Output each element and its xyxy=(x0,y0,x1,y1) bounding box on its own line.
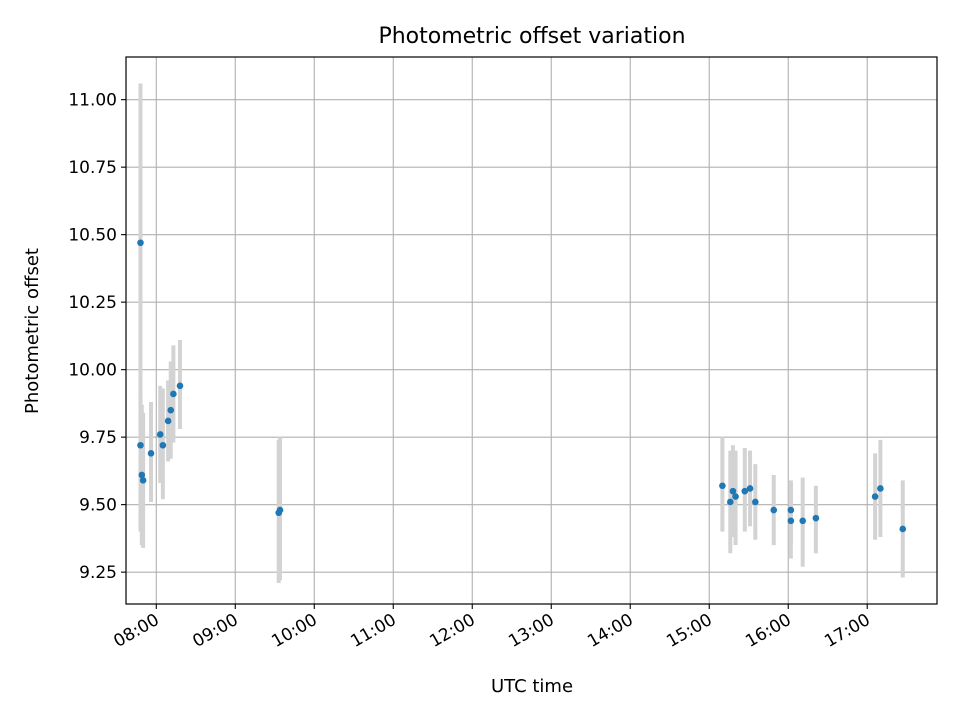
data-point xyxy=(871,493,879,500)
y-tick-label: 9.75 xyxy=(79,428,117,448)
data-point xyxy=(137,239,144,247)
y-axis-ticks: 9.25 9.50 9.75 10.00 10.25 10.50 10.75 11.00 xyxy=(68,91,126,583)
data-point xyxy=(170,390,177,398)
chart-title: Photometric offset variation xyxy=(378,24,685,49)
data-point xyxy=(727,498,734,506)
data-point xyxy=(746,485,754,492)
y-tick-label: 10.75 xyxy=(68,158,117,178)
data-point xyxy=(137,441,144,449)
data-point xyxy=(159,441,167,449)
data-point xyxy=(812,514,820,522)
y-tick-label: 10.00 xyxy=(68,361,117,381)
y-tick-label: 10.50 xyxy=(68,226,117,246)
data-point xyxy=(770,506,778,514)
y-tick-label: 10.25 xyxy=(68,293,117,313)
data-point xyxy=(787,517,795,525)
data-point xyxy=(877,485,884,492)
data-point xyxy=(899,525,907,533)
data-point xyxy=(176,382,184,390)
plot-frame xyxy=(125,56,938,605)
data-point xyxy=(729,487,737,495)
data-point xyxy=(164,417,172,425)
x-axis-label: UTC time xyxy=(491,676,573,697)
y-tick-label: 11.00 xyxy=(68,91,117,111)
data-point xyxy=(787,506,795,514)
data-point xyxy=(741,487,749,495)
data-point xyxy=(276,506,284,514)
grid xyxy=(126,57,937,604)
y-axis-label: Photometric offset xyxy=(22,248,43,414)
data-point xyxy=(732,493,739,500)
y-tick-label: 9.50 xyxy=(79,496,117,516)
data-point xyxy=(167,406,175,414)
data-point xyxy=(156,431,164,438)
y-tick-label: 9.25 xyxy=(79,563,117,583)
data-point xyxy=(139,477,147,484)
data-point xyxy=(138,471,146,479)
data-point xyxy=(147,450,155,457)
data-point xyxy=(752,498,759,506)
data-point xyxy=(719,482,726,490)
data-points xyxy=(137,239,907,533)
data-point xyxy=(799,517,807,525)
